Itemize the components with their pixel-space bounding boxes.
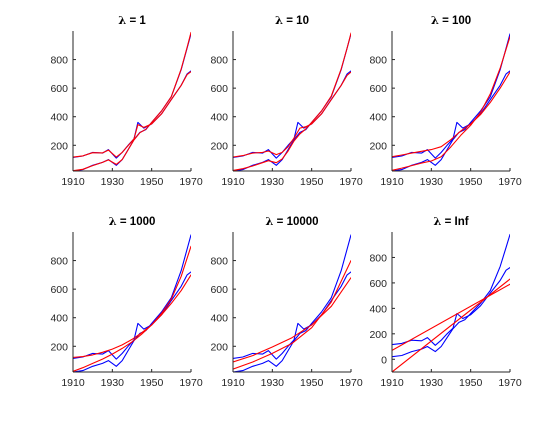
y-tick-label: 600 [50, 284, 68, 296]
x-tick-label: 1950 [300, 176, 324, 188]
y-tick-label: 600 [369, 83, 387, 95]
x-tick-label: 1970 [339, 377, 363, 389]
y-tick-label: 400 [50, 112, 68, 124]
series-line-2 [392, 233, 510, 358]
y-tick-label: 200 [369, 329, 387, 341]
series-line-2 [73, 33, 191, 171]
subplot-title: λ = 1 [118, 13, 146, 27]
y-tick-label: 800 [369, 252, 387, 264]
series-line-1 [73, 271, 191, 360]
x-tick-label: 1970 [498, 176, 522, 188]
y-tick-label: 600 [210, 284, 228, 296]
y-tick-label: 200 [369, 140, 387, 152]
y-tick-label: 800 [210, 55, 228, 67]
x-tick-label: 1930 [420, 176, 444, 188]
series-line-4 [73, 31, 191, 171]
series-line-1 [392, 267, 510, 346]
series-line-4 [233, 32, 351, 171]
x-tick-label: 1910 [221, 176, 245, 188]
y-tick-label: 400 [369, 112, 387, 124]
x-tick-label: 1970 [339, 176, 363, 188]
series-line-1 [392, 70, 510, 159]
series-line-1 [233, 271, 351, 360]
series-group [233, 32, 351, 171]
series-line-3 [73, 274, 191, 358]
x-tick-label: 1930 [101, 377, 125, 389]
series-line-2 [233, 33, 351, 171]
y-tick-label: 0 [381, 354, 387, 366]
x-tick-label: 1930 [420, 377, 444, 389]
series-line-2 [233, 234, 351, 372]
series-line-4 [392, 278, 510, 372]
x-tick-label: 1970 [179, 377, 203, 389]
y-tick-label: 800 [50, 55, 68, 67]
x-tick-label: 1930 [101, 176, 125, 188]
series-group [73, 234, 191, 372]
y-tick-label: 800 [210, 256, 228, 268]
x-tick-label: 1910 [61, 176, 85, 188]
x-tick-label: 1950 [459, 176, 483, 188]
subplot-title: λ = Inf [433, 214, 468, 228]
subplot-5: 1910 1930 1950 1970 200 400 600 800 λ = 10000 [210, 214, 362, 389]
x-tick-label: 1950 [459, 377, 483, 389]
subplot-6: 1910 1930 1950 1970 0 200 400 600 800 λ = Inf [369, 214, 521, 389]
series-group [392, 33, 510, 171]
x-tick-label: 1910 [380, 377, 404, 389]
x-tick-label: 1950 [140, 176, 164, 188]
x-tick-label: 1950 [300, 377, 324, 389]
series-line-2 [73, 234, 191, 372]
series-line-3 [233, 71, 351, 158]
y-tick-label: 400 [210, 112, 228, 124]
series-line-4 [392, 36, 510, 171]
x-tick-label: 1910 [221, 377, 245, 389]
x-tick-label: 1970 [179, 176, 203, 188]
y-tick-label: 400 [210, 313, 228, 325]
series-line-4 [73, 245, 191, 372]
series-line-4 [233, 260, 351, 370]
y-tick-label: 600 [369, 278, 387, 290]
y-tick-label: 800 [50, 256, 68, 268]
series-line-2 [392, 33, 510, 171]
x-tick-label: 1930 [261, 377, 285, 389]
subplot-title: λ = 100 [431, 13, 471, 27]
x-tick-label: 1950 [140, 377, 164, 389]
y-tick-label: 400 [50, 313, 68, 325]
series-line-3 [73, 71, 191, 158]
y-tick-label: 800 [369, 55, 387, 67]
y-tick-label: 600 [210, 83, 228, 95]
y-tick-label: 400 [369, 303, 387, 315]
series-line-3 [392, 283, 510, 351]
subplot-title: λ = 10 [275, 13, 309, 27]
y-tick-label: 200 [210, 341, 228, 353]
y-tick-label: 200 [50, 140, 68, 152]
series-group [392, 233, 510, 372]
subplot-1: 1910 1930 1950 1970 200 400 600 800 λ = 1 [50, 13, 202, 188]
series-group [233, 234, 351, 372]
subplot-4: 1910 1930 1950 1970 200 400 600 800 λ = 1000 [50, 214, 202, 389]
x-tick-label: 1970 [498, 377, 522, 389]
y-tick-label: 600 [50, 83, 68, 95]
series-line-1 [73, 70, 191, 159]
subplot-title: λ = 10000 [265, 214, 318, 228]
series-line-3 [233, 277, 351, 363]
series-group [73, 31, 191, 171]
subplot-title: λ = 1000 [109, 214, 156, 228]
y-tick-label: 200 [50, 341, 68, 353]
series-line-3 [392, 71, 510, 158]
x-tick-label: 1930 [261, 176, 285, 188]
subplot-2: 1910 1930 1950 1970 200 400 600 800 λ = 10 [210, 13, 362, 188]
y-tick-label: 200 [210, 140, 228, 152]
x-tick-label: 1910 [61, 377, 85, 389]
subplot-3: 1910 1930 1950 1970 200 400 600 800 λ = 100 [369, 13, 521, 188]
x-tick-label: 1910 [380, 176, 404, 188]
